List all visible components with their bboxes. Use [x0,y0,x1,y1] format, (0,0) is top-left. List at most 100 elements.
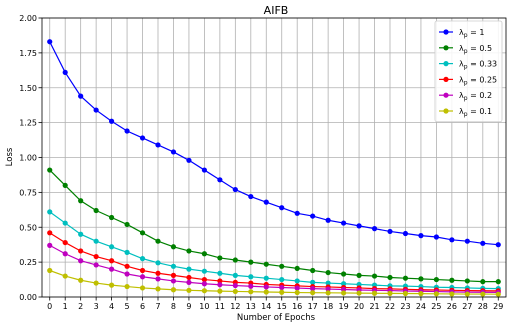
x-tick-label: 1 [63,302,68,311]
data-point [341,271,347,277]
x-tick-label: 15 [277,302,287,311]
legend-item: λp = 0.25 [439,75,497,86]
data-point [294,289,300,296]
x-tick-label: 0 [47,302,52,311]
data-point [217,177,223,183]
x-tick-label: 17 [308,302,318,311]
data-point [139,285,146,291]
data-point [170,272,177,278]
data-point [186,266,192,272]
x-tick-label: 23 [400,302,410,311]
data-point [310,290,316,296]
data-point [495,279,501,285]
legend-item: λp = 0.33 [439,60,497,71]
data-point [124,271,130,277]
data-point [279,289,285,295]
data-point [263,261,269,267]
data-point [232,288,238,295]
data-point [325,280,331,286]
data-point [480,240,486,246]
data-point [155,276,161,282]
grid [42,17,506,298]
data-point [402,290,409,297]
data-point [232,282,238,289]
data-point [186,157,192,163]
x-tick-label: 25 [431,302,441,311]
data-point [93,207,99,214]
data-point [325,217,331,223]
y-tick-label: 0.75 [19,188,37,197]
x-axis-label: Number of Epochs [237,313,316,323]
data-point [232,272,238,278]
data-point [464,278,470,284]
x-tick-label: 21 [369,302,379,311]
data-point [124,283,130,290]
data-point [217,255,223,261]
data-point [78,231,84,237]
data-point [464,291,470,297]
data-point [279,284,285,291]
data-point [480,279,486,285]
legend-marker [443,45,449,51]
data-point [232,186,238,193]
x-tick-label: 2 [78,302,83,311]
data-point [294,285,300,291]
y-axis: 0.00 0.25 0.50 0.75 1.00 1.25 1.50 1.75 2.00 [19,14,42,302]
data-point [201,268,207,274]
data-point [325,269,331,276]
data-point [47,209,53,215]
data-point [310,286,316,292]
data-point [402,230,409,237]
data-point [47,230,53,236]
data-point [62,220,68,226]
data-point [356,272,362,278]
data-point [170,278,177,284]
data-point [62,239,68,246]
legend-label: λp = 0.5 [459,44,492,55]
data-point [124,263,130,269]
data-point [201,167,207,173]
data-point [325,290,331,296]
data-point [356,290,362,296]
data-point [93,238,99,244]
data-point [217,288,223,294]
data-point [495,242,501,248]
data-point [248,259,254,265]
data-point [480,291,486,297]
data-point [170,149,177,155]
data-point [371,226,378,232]
legend-label: λp = 0.25 [459,75,497,86]
data-point [139,230,146,236]
data-point [62,251,68,257]
x-tick-label: 12 [230,302,240,311]
legend-marker [443,76,449,82]
data-point [186,287,192,293]
data-point [47,242,53,248]
data-point [263,199,269,205]
data-point [109,258,115,264]
x-tick-label: 19 [339,302,349,311]
x-tick-label: 7 [155,302,160,311]
y-tick-label: 0.25 [19,258,37,267]
data-point [78,93,84,99]
data-point [109,214,115,221]
x-tick-label: 24 [416,302,426,311]
data-point [418,233,424,239]
legend: λp = 1 λp = 0.5 λp = 0.33 λp = 0.25 λp = 0.2… [434,20,503,123]
legend-box [434,20,503,123]
data-point [341,220,347,226]
series [47,267,501,297]
x-tick-label: 27 [462,302,472,311]
x-tick-label: 4 [109,302,114,311]
legend-label: λp = 0.1 [459,107,492,118]
data-point [310,213,316,219]
data-point [248,289,254,295]
x-axis: 0 1 2 3 4 5 6 7 8 9 10 11 12 13 14 15 16 17 18 19 20 21 22 23 24… [47,297,503,311]
series [47,167,501,285]
data-point [294,210,300,216]
data-point [47,39,53,45]
data-point [433,234,439,240]
data-point [109,118,115,124]
data-point [155,286,161,292]
x-tick-label: 18 [323,302,333,311]
